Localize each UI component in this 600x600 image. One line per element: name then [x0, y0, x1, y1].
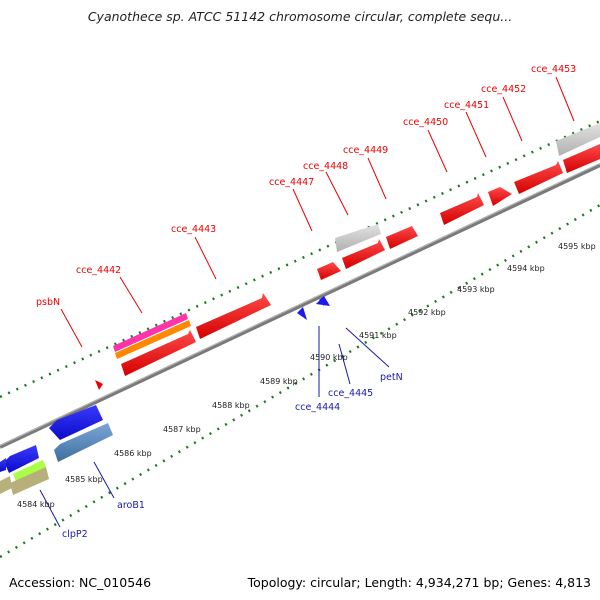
gene-aroB1[interactable] [49, 405, 103, 440]
gene-khaki-left[interactable] [0, 476, 12, 494]
label-cce_4442[interactable]: cce_4442 [76, 265, 121, 276]
label-cce_4447[interactable]: cce_4447 [269, 177, 314, 188]
label-cce_4443[interactable]: cce_4443 [171, 224, 216, 235]
accession-text: Accession: NC_010546 [9, 575, 152, 590]
scale-label: 4590 kbp [310, 353, 348, 362]
label-cce_4451[interactable]: cce_4451 [444, 100, 489, 111]
label-aroB1[interactable]: aroB1 [117, 500, 145, 511]
scale-label: 4587 kbp [163, 425, 201, 434]
gene-cce_4453[interactable] [563, 144, 600, 173]
label-petN[interactable]: petN [380, 372, 403, 383]
label-cce_4444[interactable]: cce_4444 [295, 402, 340, 413]
scale-label: 4592 kbp [408, 308, 446, 317]
topology-text: Topology: circular; Length: 4,934,271 bp… [247, 575, 591, 590]
gene-cce_4442-orange[interactable] [115, 320, 191, 359]
gene-cce_4442-pink[interactable] [113, 313, 188, 352]
gene-aroB1-steel[interactable] [54, 423, 113, 462]
gene-cce_4450[interactable] [440, 193, 484, 225]
scale-label: 4588 kbp [212, 401, 250, 410]
gene-cce_4449[interactable] [386, 226, 418, 249]
gene-cce_4446[interactable] [317, 262, 341, 280]
label-clpP2[interactable]: clpP2 [62, 529, 88, 540]
scale-label: 4595 kbp [558, 242, 596, 251]
scale-label: 4591 kbp [359, 331, 397, 340]
scale-label: 4594 kbp [507, 264, 545, 273]
bottom-leader-lines [39, 326, 390, 528]
chromosome-backbone [0, 163, 600, 449]
gene-cce_4445[interactable] [319, 296, 324, 306]
gene-cce_4452[interactable] [514, 161, 563, 194]
label-cce_4453[interactable]: cce_4453 [531, 64, 576, 75]
forward-dot-track [0, 119, 600, 399]
label-cce_4449[interactable]: cce_4449 [343, 145, 388, 156]
label-cce_4448[interactable]: cce_4448 [303, 161, 348, 172]
label-cce_4450[interactable]: cce_4450 [403, 117, 448, 128]
gene-features[interactable] [0, 123, 600, 495]
gene-clpP2-left[interactable] [0, 458, 6, 472]
gene-cce_4451[interactable] [488, 187, 512, 206]
gene-lime[interactable] [13, 460, 46, 481]
gene-cce_4447[interactable] [335, 224, 381, 252]
bottom-gene-labels: clpP2 aroB1 cce_4444 cce_4445 petN [62, 372, 403, 540]
label-cce_4452[interactable]: cce_4452 [481, 84, 526, 95]
scale-label: 4584 kbp [17, 500, 55, 509]
gene-cce_4453-pseudo[interactable] [556, 123, 600, 156]
scale-label: 4589 kbp [260, 377, 298, 386]
gene-cce_4444[interactable] [297, 307, 307, 320]
top-leader-lines [60, 76, 575, 348]
gene-cce_4443[interactable] [196, 293, 271, 339]
gene-cce_4442[interactable] [121, 330, 196, 376]
label-psbN[interactable]: psbN [36, 297, 60, 308]
gene-khaki[interactable] [10, 467, 49, 495]
map-title: Cyanothece sp. ATCC 51142 chromosome cir… [87, 9, 513, 24]
scale-label: 4585 kbp [65, 475, 103, 484]
scale-label: 4586 kbp [114, 449, 152, 458]
top-gene-labels: psbN cce_4442 cce_4443 cce_4447 cce_4448… [36, 64, 576, 308]
gene-psbN[interactable] [95, 380, 103, 390]
gene-clpP2[interactable] [4, 445, 39, 473]
scale-labels: 4584 kbp 4585 kbp 4586 kbp 4587 kbp 4588… [17, 242, 596, 509]
reverse-dot-track [0, 203, 600, 559]
gene-cce_4448[interactable] [342, 239, 385, 269]
scale-label: 4593 kbp [457, 285, 495, 294]
label-cce_4445[interactable]: cce_4445 [328, 388, 373, 399]
